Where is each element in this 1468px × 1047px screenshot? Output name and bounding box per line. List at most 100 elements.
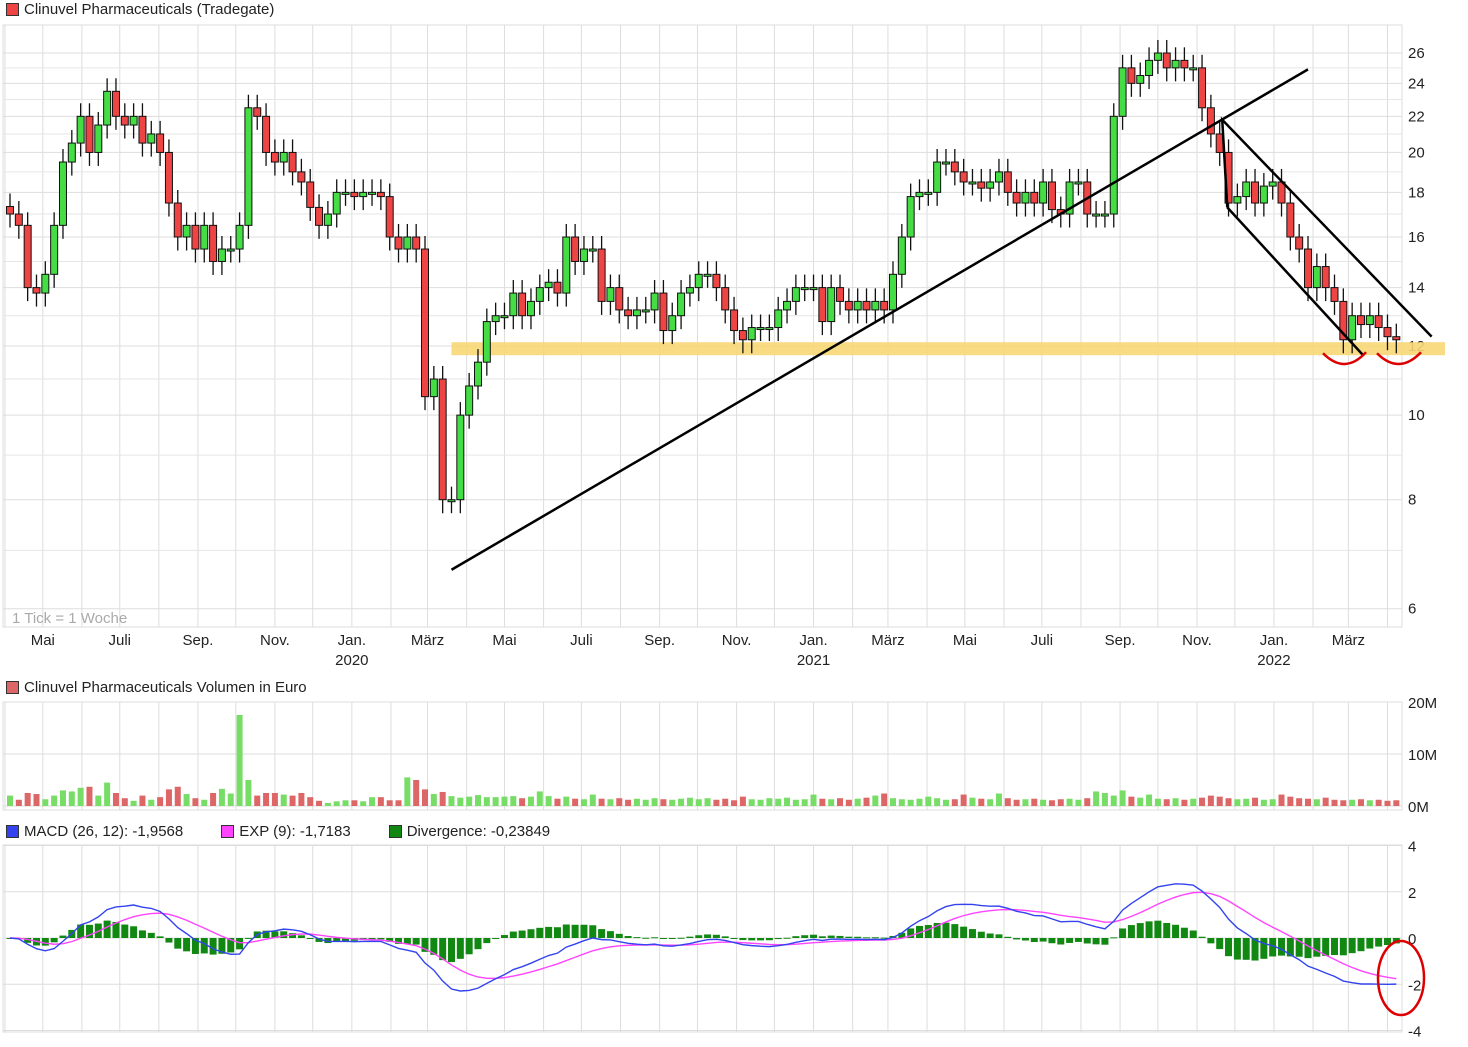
volume-bar [545, 796, 552, 806]
volume-bar [1322, 797, 1329, 806]
y-tick-label: 24 [1408, 75, 1425, 92]
divergence-bar [571, 924, 579, 938]
volume-bar [492, 797, 499, 806]
volume-bar [289, 795, 296, 806]
candle-body [712, 273, 721, 289]
candle-body [147, 133, 156, 144]
candle-body [526, 300, 535, 317]
candle [641, 296, 650, 324]
divergence-bar [333, 938, 341, 943]
volume-bar [607, 799, 614, 806]
candle-body [1039, 181, 1048, 204]
divergence-bar [1136, 923, 1144, 938]
divergence-bar [739, 938, 747, 941]
candle-body [703, 273, 712, 277]
divergence-bar [1189, 930, 1197, 938]
divergence-bar [695, 935, 703, 938]
divergence-bar [801, 935, 809, 938]
candle [836, 274, 845, 315]
divergence-bar [112, 921, 120, 938]
candle-body [1180, 59, 1189, 69]
divergence-bar [642, 937, 650, 939]
divergence-bar [898, 932, 906, 938]
candle-body [332, 191, 341, 215]
divergence-bar [721, 936, 729, 938]
volume-bar [854, 798, 861, 806]
volume-bar [1375, 799, 1382, 806]
candle-body [800, 287, 809, 291]
candle [800, 274, 809, 302]
candle [244, 94, 253, 239]
candle-body [1321, 266, 1330, 289]
candle-body [1003, 171, 1012, 193]
divergence-bar [968, 929, 976, 938]
support-band [451, 342, 1445, 356]
legend-divergence: Divergence: -0,23849 [406, 823, 551, 840]
volume-bar [1252, 797, 1259, 806]
candle-body [1348, 315, 1357, 341]
candle-body [535, 287, 544, 302]
candle [765, 314, 774, 342]
candle [977, 168, 986, 202]
volume-bar [1190, 798, 1197, 806]
volume-bar [731, 800, 738, 806]
candle-body [111, 90, 120, 117]
divergence-bar [50, 938, 58, 943]
divergence-bar [85, 924, 93, 938]
volume-bar [245, 780, 252, 806]
volume-bar [519, 798, 526, 806]
divergence-bar [1304, 938, 1312, 959]
macd-y-tick-label: 4 [1408, 839, 1416, 856]
volume-bar [784, 797, 791, 806]
volume-bar [342, 800, 349, 806]
candle-body [279, 151, 288, 163]
volume-bar [510, 796, 517, 806]
volume-bar [1243, 798, 1250, 806]
divergence-bar [933, 923, 941, 938]
volume-bar [960, 794, 967, 806]
divergence-bar [1198, 936, 1206, 938]
candle-body [836, 287, 845, 302]
divergence-bar [871, 937, 879, 939]
candle-body [491, 315, 500, 323]
candle [473, 349, 482, 400]
divergence-bar [924, 925, 932, 938]
volume-bar [386, 800, 393, 806]
x-tick-label: Nov. [260, 632, 290, 649]
candle [915, 179, 924, 211]
volume-bar [863, 797, 870, 806]
candle-body [1198, 67, 1207, 109]
exp-line [9, 891, 1397, 980]
volume-bar [872, 795, 879, 806]
y-tick-label: 14 [1408, 280, 1425, 297]
divergence-bar [227, 938, 235, 953]
divergence-bar [1163, 922, 1171, 938]
x-tick-label: Jan. [799, 632, 827, 649]
volume-bar [457, 797, 464, 806]
candle-body [182, 224, 191, 238]
candle [747, 314, 756, 354]
candle-body [456, 414, 465, 501]
divergence-bar [474, 938, 482, 950]
divergence-bar [1145, 921, 1153, 938]
candle [1233, 183, 1242, 217]
candle [1392, 323, 1401, 354]
volume-bar [589, 794, 596, 806]
volume-bar [1084, 798, 1091, 806]
candle [438, 365, 447, 514]
candle [535, 274, 544, 315]
x-tick-label: Juli [1031, 632, 1054, 649]
candle [774, 296, 783, 342]
volume-bar [916, 798, 923, 806]
volume-chart-title: Clinuvel Pharmaceuticals Volumen in Euro [24, 679, 307, 696]
volume-bar [7, 795, 13, 806]
candle [703, 261, 712, 288]
candle [120, 103, 129, 139]
candle-body [1189, 67, 1198, 71]
volume-bar [1057, 799, 1064, 806]
candle [1206, 94, 1215, 148]
volume-bar [890, 798, 896, 806]
divergence-bar [1225, 938, 1233, 957]
divergence-bar [456, 938, 464, 959]
y-tick-label: 6 [1408, 601, 1416, 618]
